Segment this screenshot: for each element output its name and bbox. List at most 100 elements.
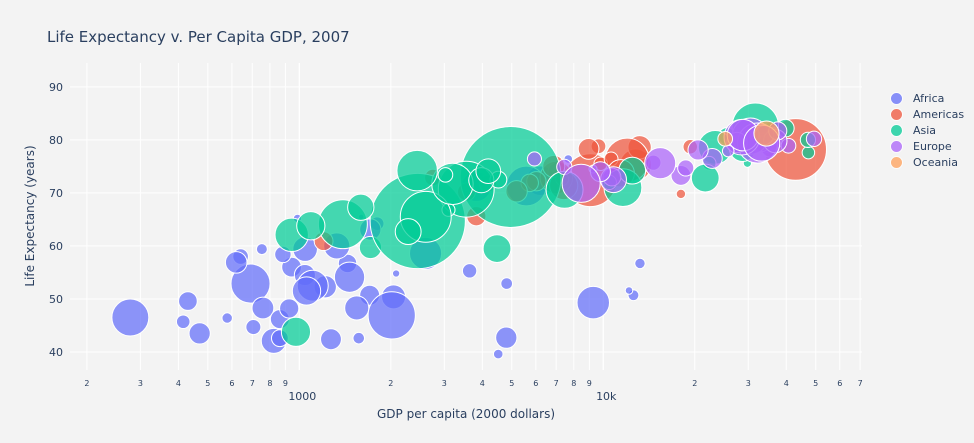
y-tick-label: 80 [49,134,63,147]
bubble[interactable] [805,130,823,147]
x-tick-label: 4 [784,379,789,388]
bubble[interactable] [461,263,478,279]
legend-label: Europe [913,139,952,153]
bubble[interactable] [675,188,687,200]
chart-title: Life Expectancy v. Per Capita GDP, 2007 [47,28,350,46]
legend-marker-icon [890,139,903,153]
bubble[interactable] [396,149,438,192]
bubble[interactable] [475,158,502,185]
bubbles [111,102,827,360]
legend-item-americas[interactable]: Americas [890,106,964,122]
x-tick-label: 3 [746,379,751,388]
bubble[interactable] [391,269,401,278]
bubble[interactable] [394,218,422,246]
y-tick-label: 40 [49,346,63,359]
bubble[interactable] [352,331,366,345]
bubble[interactable] [111,298,150,337]
x-tick-label: 10k [596,390,617,403]
legend-marker-icon [890,123,903,137]
x-tick-label: 2 [84,379,89,388]
y-axis-label: Life Expectancy (years) [23,145,37,287]
bubble[interactable] [296,211,326,241]
legend-item-europe[interactable]: Europe [890,138,964,154]
legend-marker-icon [890,91,903,105]
x-axis-label: GDP per capita (2000 dollars) [377,407,555,421]
bubble[interactable] [367,291,416,340]
y-tick-label: 60 [49,240,63,253]
bubble[interactable] [245,319,262,336]
bubble[interactable] [291,276,322,306]
x-tick-label: 7 [554,379,559,388]
x-tick-label: 8 [267,379,272,388]
legend-marker-icon [890,155,903,169]
bubble[interactable] [178,291,198,311]
x-tick-label: 9 [587,379,592,388]
legend: Africa Americas Asia Europe Oceania [890,90,964,170]
bubble[interactable] [526,151,542,167]
legend-marker-icon [890,107,903,121]
bubble[interactable] [687,139,709,161]
bubble[interactable] [644,147,677,180]
bubble[interactable] [495,326,518,349]
y-axis-ticks: 40 50 60 70 80 90 [49,81,63,359]
legend-item-africa[interactable]: Africa [890,90,964,106]
x-tick-label: 7 [858,379,863,388]
x-tick-label: 6 [229,379,234,388]
bubble[interactable] [251,296,275,320]
bubble[interactable] [347,193,375,221]
bubble[interactable] [482,234,512,263]
bubble[interactable] [576,285,610,320]
x-tick-label: 1000 [288,390,316,403]
y-tick-label: 90 [49,81,63,94]
legend-label: Americas [913,107,965,121]
x-tick-label: 6 [533,379,538,388]
legend-label: Asia [913,123,937,137]
bubble[interactable] [437,167,454,183]
x-tick-label: 5 [509,379,514,388]
y-tick-label: 50 [49,293,63,306]
x-tick-label: 8 [571,379,576,388]
bubble[interactable] [333,261,366,293]
bubble[interactable] [320,328,342,351]
bubble[interactable] [255,243,268,256]
x-tick-label: 4 [176,379,181,388]
bubble[interactable] [717,130,734,147]
x-tick-label: 5 [205,379,210,388]
x-tick-label: 4 [480,379,485,388]
bubble[interactable] [577,138,600,160]
bubble[interactable] [230,263,271,304]
bubble[interactable] [634,257,646,270]
bubble[interactable] [344,295,370,321]
x-tick-label: 9 [283,379,288,388]
bubble[interactable] [624,286,634,295]
bubble[interactable] [188,322,211,345]
bubble[interactable] [753,120,780,147]
x-tick-label: 2 [388,379,393,388]
legend-label: Oceania [913,155,958,169]
x-tick-label: 2 [692,379,697,388]
bubble[interactable] [280,316,312,347]
bubble[interactable] [431,162,474,206]
x-tick-label: 3 [442,379,447,388]
y-tick-label: 70 [49,187,63,200]
bubble[interactable] [224,251,248,274]
x-tick-label: 3 [138,379,143,388]
bubble[interactable] [677,159,695,177]
series-oceania [717,120,780,147]
bubble[interactable] [492,348,504,360]
legend-label: Africa [913,91,945,105]
bubble[interactable] [175,314,191,330]
bubble[interactable] [561,163,601,203]
legend-item-oceania[interactable]: Oceania [890,154,964,170]
bubble[interactable] [221,312,233,324]
bubble[interactable] [279,298,300,319]
x-tick-label: 7 [250,379,255,388]
x-tick-label: 6 [837,379,842,388]
x-tick-label: 5 [813,379,818,388]
legend-item-asia[interactable]: Asia [890,122,964,138]
series-asia [274,102,817,347]
bubble[interactable] [500,277,514,290]
bubble[interactable] [801,145,816,160]
